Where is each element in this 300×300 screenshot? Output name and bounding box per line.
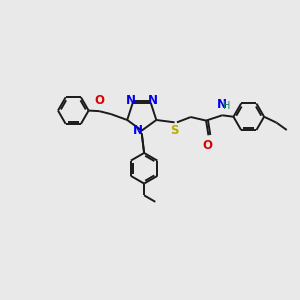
Text: H: H (223, 101, 230, 111)
Text: N: N (133, 124, 143, 137)
Text: O: O (94, 94, 104, 107)
Text: N: N (217, 98, 227, 111)
Text: O: O (203, 139, 213, 152)
Text: N: N (148, 94, 158, 107)
Text: N: N (126, 94, 136, 107)
Text: S: S (171, 124, 179, 136)
